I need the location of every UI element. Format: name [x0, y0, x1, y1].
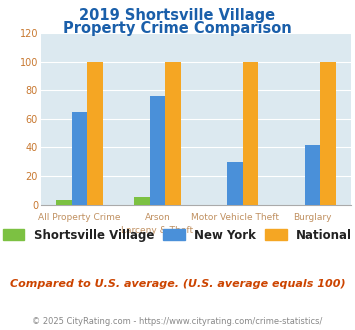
Bar: [305, 145, 320, 205]
Legend: Shortsville Village, New York, National: Shortsville Village, New York, National: [0, 224, 355, 247]
Text: © 2025 CityRating.com - https://www.cityrating.com/crime-statistics/: © 2025 CityRating.com - https://www.city…: [32, 317, 323, 326]
Text: 2019 Shortsville Village: 2019 Shortsville Village: [80, 8, 275, 23]
Text: All Property Crime: All Property Crime: [38, 213, 121, 222]
Bar: [227, 162, 243, 205]
Text: Property Crime Comparison: Property Crime Comparison: [63, 21, 292, 36]
Bar: [134, 197, 149, 205]
Bar: [165, 62, 181, 205]
Bar: [72, 112, 87, 205]
Text: Compared to U.S. average. (U.S. average equals 100): Compared to U.S. average. (U.S. average …: [10, 279, 345, 289]
Bar: [149, 96, 165, 205]
Bar: [320, 62, 336, 205]
Text: Motor Vehicle Theft: Motor Vehicle Theft: [191, 213, 279, 222]
Text: Arson: Arson: [144, 213, 170, 222]
Bar: [56, 200, 72, 205]
Text: Larceny & Theft: Larceny & Theft: [121, 226, 193, 235]
Text: Burglary: Burglary: [293, 213, 332, 222]
Bar: [243, 62, 258, 205]
Bar: [87, 62, 103, 205]
